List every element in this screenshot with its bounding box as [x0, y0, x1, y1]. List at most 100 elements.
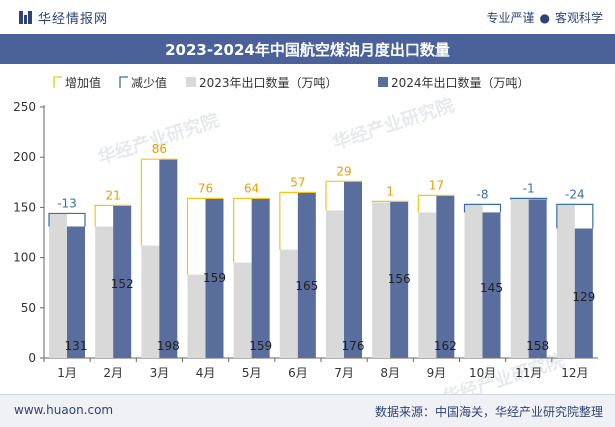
- legend-label: 减少值: [131, 75, 167, 90]
- slogan-left: 专业严谨: [486, 11, 535, 25]
- bar-2023: [556, 204, 575, 358]
- slogan-right: 客观科学: [554, 11, 603, 25]
- change-label: 76: [198, 181, 213, 195]
- y-tick-label: 50: [21, 301, 36, 315]
- value-label-2024: 159: [249, 339, 272, 353]
- bar-2023: [95, 226, 114, 358]
- bar-2023: [372, 202, 391, 358]
- dot-separator: ●: [539, 11, 550, 25]
- y-tick-label: 250: [13, 100, 36, 114]
- change-label: -8: [477, 187, 489, 201]
- x-tick-label: 11月: [515, 366, 542, 380]
- bar-2024: [113, 205, 132, 358]
- title-bar: 2023-2024年中国航空煤油月度出口数量: [0, 34, 615, 64]
- x-tick-label: 9月: [427, 366, 447, 380]
- increase-bracket: [325, 180, 362, 211]
- x-tick-label: 7月: [334, 366, 354, 380]
- change-label: 1: [386, 184, 394, 198]
- legend-swatch: [378, 77, 388, 87]
- legend-label: 增加值: [65, 75, 101, 90]
- bar-chart: 增加值 减少值 2023年出口数量（万吨） 2024年出口数量（万吨）05010015…: [13, 75, 598, 380]
- increase-bracket: [140, 158, 178, 246]
- increase-bracket: [186, 197, 224, 275]
- y-tick-label: 200: [13, 150, 36, 164]
- x-tick-label: 6月: [288, 366, 308, 380]
- value-label-2024: 165: [295, 279, 318, 293]
- change-label: 29: [336, 164, 351, 178]
- bar-2023: [326, 210, 344, 358]
- bar-2024: [482, 212, 501, 358]
- legend-line-marker: [53, 76, 62, 88]
- bar-2024: [436, 195, 455, 358]
- decrease-bracket: [556, 203, 594, 229]
- value-label-2024: 156: [388, 272, 411, 286]
- decrease-bracket: [48, 212, 86, 227]
- change-label: 64: [244, 181, 259, 195]
- change-label: -24: [565, 187, 585, 201]
- bar-2023: [141, 245, 160, 358]
- x-tick-label: 1月: [57, 366, 77, 380]
- change-label: 21: [106, 188, 121, 202]
- x-tick-label: 4月: [196, 366, 216, 380]
- footer-divider: [0, 394, 615, 395]
- x-tick-label: 12月: [561, 366, 588, 380]
- value-label-2024: 158: [526, 339, 549, 353]
- chart-title: 2023-2024年中国航空煤油月度出口数量: [165, 41, 450, 59]
- bar-2023: [279, 249, 298, 358]
- bar-2024: [251, 198, 270, 358]
- bar-2023: [187, 274, 206, 358]
- bar-2024: [390, 201, 409, 358]
- y-tick-label: 0: [28, 351, 36, 365]
- legend-line-marker: [119, 76, 128, 88]
- brand-name: 华经情报网: [38, 12, 109, 27]
- bar-2023: [510, 198, 529, 358]
- x-tick-label: 3月: [150, 366, 170, 380]
- y-tick-label: 150: [13, 200, 36, 214]
- x-tick-label: 10月: [469, 366, 496, 380]
- value-label-2024: 129: [572, 290, 595, 304]
- decrease-bracket: [463, 203, 502, 213]
- value-label-2024: 145: [480, 281, 503, 295]
- decrease-bracket: [510, 197, 548, 200]
- bar-2023: [464, 204, 483, 358]
- change-label: 17: [429, 178, 444, 192]
- bar-2024: [67, 226, 85, 358]
- y-tick-label: 100: [13, 251, 36, 265]
- value-label-2024: 162: [434, 339, 457, 353]
- value-label-2024: 198: [157, 339, 180, 353]
- value-label-2024: 176: [342, 339, 365, 353]
- increase-bracket: [279, 191, 316, 250]
- site-url[interactable]: www.huaon.com: [14, 403, 114, 417]
- bar-2023: [418, 212, 437, 358]
- value-label-2024: 159: [203, 271, 226, 285]
- increase-bracket: [94, 204, 132, 227]
- legend-swatch: [186, 77, 196, 87]
- increase-bracket: [371, 200, 409, 203]
- top-bar: 华经情报网 专业严谨 ● 客观科学: [0, 0, 615, 34]
- bar-2023: [49, 213, 67, 358]
- data-source: 数据来源：中国海关，华经产业研究院整理: [374, 405, 603, 419]
- x-tick-label: 5月: [242, 366, 262, 380]
- legend-label: 2024年出口数量（万吨）: [391, 75, 530, 90]
- bar-2024: [344, 181, 362, 358]
- bar-2024: [159, 159, 178, 358]
- bar-2024: [574, 228, 593, 358]
- increase-bracket: [233, 197, 270, 263]
- bar-2024: [297, 192, 316, 358]
- change-label: 57: [290, 175, 305, 189]
- bar-2024: [528, 199, 547, 358]
- x-tick-label: 8月: [380, 366, 400, 380]
- logo-icon: [19, 11, 32, 24]
- slogan: 专业严谨 ● 客观科学: [486, 9, 603, 26]
- change-label: -1: [523, 181, 535, 195]
- x-tick-label: 2月: [103, 366, 123, 380]
- value-label-2024: 152: [111, 277, 134, 291]
- change-label: -13: [57, 196, 77, 210]
- value-label-2024: 131: [65, 339, 88, 353]
- increase-bracket: [417, 194, 455, 213]
- bar-2023: [233, 262, 252, 358]
- legend-label: 2023年出口数量（万吨）: [199, 75, 338, 90]
- bar-2024: [205, 198, 224, 358]
- footer: www.huaon.com 数据来源：中国海关，华经产业研究院整理: [0, 395, 615, 427]
- change-label: 86: [152, 142, 167, 156]
